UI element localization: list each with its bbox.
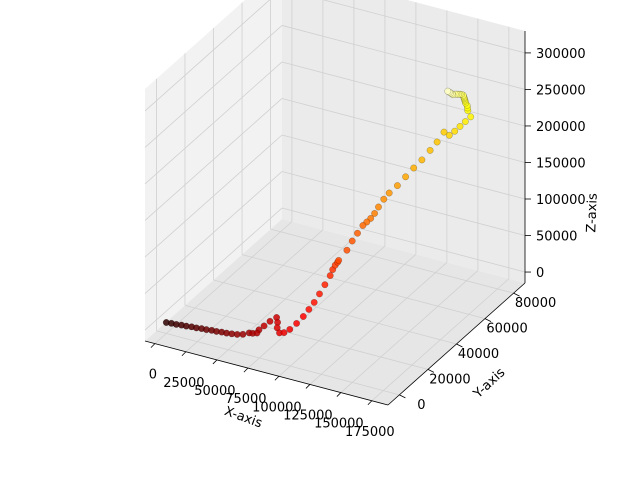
x-tick-label: 100000 bbox=[252, 400, 302, 415]
y-gridline bbox=[241, 254, 486, 319]
data-point bbox=[375, 203, 382, 211]
y-gridline bbox=[213, 279, 457, 345]
x-tick-label: 125000 bbox=[283, 408, 333, 423]
z-gridline bbox=[281, 61, 526, 127]
data-point bbox=[456, 122, 464, 130]
x-tick bbox=[274, 375, 280, 381]
data-point bbox=[310, 298, 318, 306]
data-point bbox=[410, 164, 418, 172]
data-point bbox=[433, 138, 441, 146]
z-gridline bbox=[144, 25, 283, 148]
y-tick-label: 60000 bbox=[486, 322, 527, 337]
y-tick bbox=[513, 292, 520, 297]
data-point bbox=[348, 237, 356, 245]
y-tick-label: 20000 bbox=[429, 372, 470, 387]
data-point bbox=[393, 182, 401, 190]
data-point bbox=[354, 229, 361, 237]
data-point bbox=[233, 330, 241, 338]
y-tick-label: 80000 bbox=[515, 296, 556, 311]
x-tick bbox=[305, 384, 311, 389]
z-tick-label: 300000 bbox=[536, 47, 586, 62]
z-tick-label: 200000 bbox=[536, 120, 586, 135]
data-point bbox=[299, 313, 307, 320]
z-tick-label: 250000 bbox=[536, 83, 586, 98]
x-tick-label: 0 bbox=[149, 368, 157, 383]
data-points bbox=[162, 87, 475, 338]
gridlines bbox=[144, 0, 526, 402]
z-gridline bbox=[144, 207, 283, 331]
y-tick-label: 0 bbox=[417, 398, 425, 413]
z-tick-label: 50000 bbox=[536, 230, 577, 245]
x-tick bbox=[367, 400, 373, 406]
data-point bbox=[461, 118, 469, 126]
z-axis-label: Z-axis bbox=[584, 193, 600, 233]
axis-panes bbox=[145, 0, 525, 405]
data-point bbox=[467, 113, 475, 121]
x-tick bbox=[150, 343, 156, 348]
data-point bbox=[451, 127, 459, 135]
data-point bbox=[305, 305, 313, 313]
z-tick-label: 150000 bbox=[536, 156, 586, 171]
y-tick bbox=[427, 369, 435, 373]
data-point bbox=[286, 325, 294, 333]
data-point bbox=[440, 128, 448, 136]
y-tick-label: 40000 bbox=[458, 347, 499, 362]
data-point bbox=[380, 195, 388, 203]
data-point bbox=[239, 330, 247, 338]
x-tick bbox=[181, 351, 187, 357]
y-gridline bbox=[156, 330, 400, 396]
data-point bbox=[385, 189, 393, 197]
y-axis-label: Y-axis bbox=[470, 365, 508, 402]
data-point bbox=[260, 322, 268, 330]
z-gridline bbox=[144, 98, 283, 221]
data-point bbox=[445, 131, 453, 139]
axis-ticks: 0250005000075000100000125000150000175000… bbox=[149, 47, 586, 440]
data-point bbox=[444, 87, 452, 95]
x-tick-label: 150000 bbox=[314, 417, 364, 432]
z-gridline bbox=[144, 61, 283, 185]
y-gridline bbox=[270, 228, 514, 294]
data-point bbox=[359, 222, 367, 229]
data-point bbox=[371, 209, 379, 217]
data-point bbox=[402, 173, 410, 181]
x-tick-label: 75000 bbox=[225, 392, 266, 407]
z-gridline bbox=[144, 0, 271, 112]
data-point bbox=[335, 256, 343, 264]
z-gridline bbox=[281, 98, 526, 163]
data-point bbox=[280, 329, 288, 337]
y-tick bbox=[399, 394, 406, 399]
x-tick-label: 175000 bbox=[345, 425, 395, 440]
z-gridline bbox=[281, 134, 526, 200]
x-tick bbox=[336, 392, 342, 397]
x-tick bbox=[243, 367, 249, 373]
y-tick bbox=[456, 343, 463, 348]
z-gridline bbox=[144, 171, 283, 294]
y-gridline bbox=[184, 305, 429, 370]
data-point bbox=[266, 317, 274, 325]
data-point bbox=[253, 329, 261, 337]
data-point bbox=[316, 290, 323, 298]
z-gridline bbox=[281, 25, 526, 90]
data-point bbox=[321, 281, 329, 289]
data-point bbox=[293, 319, 301, 327]
z-gridline bbox=[281, 171, 526, 236]
data-point bbox=[343, 246, 351, 254]
data-point bbox=[418, 156, 426, 164]
back-pane bbox=[282, 0, 525, 283]
z-tick-label: 100000 bbox=[536, 193, 586, 208]
x-tick bbox=[212, 359, 218, 365]
z-tick-label: 0 bbox=[536, 266, 544, 281]
z-gridline bbox=[281, 207, 526, 273]
data-point bbox=[326, 272, 334, 280]
z-gridline bbox=[144, 134, 283, 258]
x-tick-label: 25000 bbox=[163, 376, 204, 391]
z-gridline bbox=[322, 0, 526, 54]
y-tick bbox=[484, 318, 492, 322]
x-tick-label: 50000 bbox=[194, 384, 235, 399]
data-point bbox=[426, 146, 434, 154]
